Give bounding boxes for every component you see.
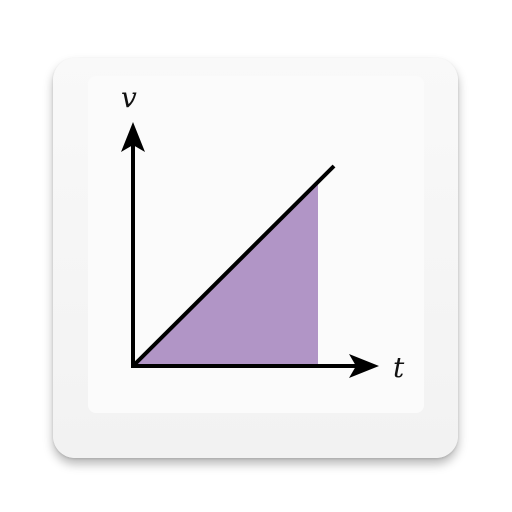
y-axis-label: v	[121, 81, 137, 114]
x-axis-label: t	[393, 351, 405, 384]
y-axis-arrowhead	[121, 122, 145, 152]
x-axis-arrowhead	[349, 354, 379, 378]
velocity-line	[131, 164, 336, 368]
